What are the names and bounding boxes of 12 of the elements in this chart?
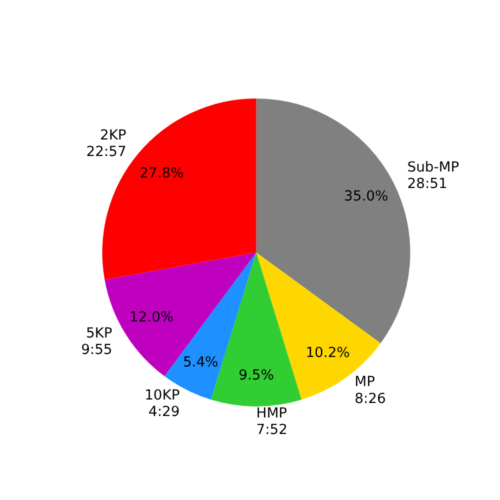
slice-label: 5KP 9:55	[81, 325, 112, 358]
data-label: 5.4%	[182, 354, 218, 370]
slice-label: MP 8:26	[354, 374, 386, 407]
slice-label: Sub-MP 28:51	[407, 159, 460, 192]
data-label: 9.5%	[238, 368, 274, 384]
data-label: 10.2%	[306, 344, 350, 361]
slice-label: 10KP 4:29	[144, 387, 180, 420]
slice-label: HMP 7:52	[256, 406, 288, 438]
data-label: 12.0%	[129, 309, 174, 326]
slice-label: 2KP 22:57	[86, 127, 126, 160]
data-label: 27.8%	[140, 165, 184, 182]
data-label: 35.0%	[344, 188, 388, 205]
